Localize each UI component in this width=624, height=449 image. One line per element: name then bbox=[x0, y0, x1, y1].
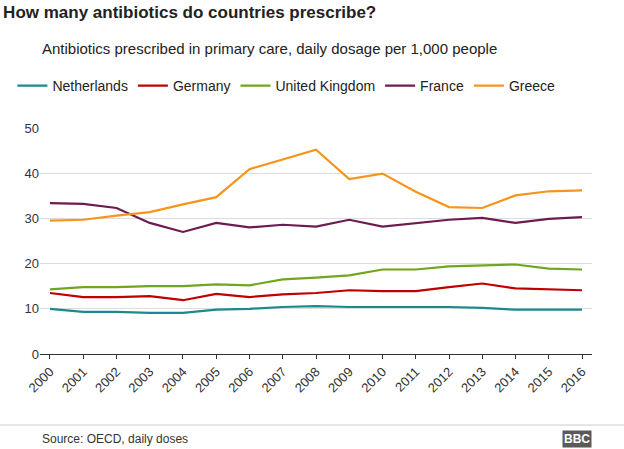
svg-text:2016: 2016 bbox=[558, 364, 589, 395]
svg-text:Antibiotics prescribed in prim: Antibiotics prescribed in primary care, … bbox=[42, 40, 497, 57]
svg-text:2000: 2000 bbox=[26, 364, 57, 395]
svg-text:2007: 2007 bbox=[258, 364, 289, 395]
svg-text:How many antibiotics do countr: How many antibiotics do countries prescr… bbox=[3, 3, 376, 22]
svg-text:10: 10 bbox=[25, 301, 39, 316]
svg-text:2005: 2005 bbox=[192, 364, 223, 395]
svg-text:50: 50 bbox=[25, 121, 39, 136]
svg-text:2006: 2006 bbox=[225, 364, 256, 395]
svg-text:France: France bbox=[420, 78, 464, 94]
svg-text:2012: 2012 bbox=[425, 364, 456, 395]
svg-text:BBC: BBC bbox=[564, 432, 590, 446]
svg-text:2008: 2008 bbox=[292, 364, 323, 395]
svg-text:30: 30 bbox=[25, 211, 39, 226]
svg-text:2015: 2015 bbox=[524, 364, 555, 395]
svg-text:2003: 2003 bbox=[125, 364, 156, 395]
svg-text:40: 40 bbox=[25, 166, 39, 181]
svg-text:Source: OECD, daily doses: Source: OECD, daily doses bbox=[42, 432, 188, 446]
svg-text:2001: 2001 bbox=[59, 364, 90, 395]
svg-text:2013: 2013 bbox=[458, 364, 489, 395]
svg-text:2014: 2014 bbox=[491, 364, 522, 395]
svg-text:Germany: Germany bbox=[173, 78, 231, 94]
svg-text:Netherlands: Netherlands bbox=[52, 78, 128, 94]
svg-text:Greece: Greece bbox=[509, 78, 555, 94]
svg-text:2010: 2010 bbox=[358, 364, 389, 395]
svg-text:2009: 2009 bbox=[325, 364, 356, 395]
svg-text:2011: 2011 bbox=[392, 364, 422, 394]
svg-text:0: 0 bbox=[32, 347, 39, 362]
svg-text:United Kingdom: United Kingdom bbox=[275, 78, 375, 94]
svg-text:2002: 2002 bbox=[92, 364, 123, 395]
svg-text:20: 20 bbox=[25, 256, 39, 271]
svg-text:2004: 2004 bbox=[159, 364, 190, 395]
